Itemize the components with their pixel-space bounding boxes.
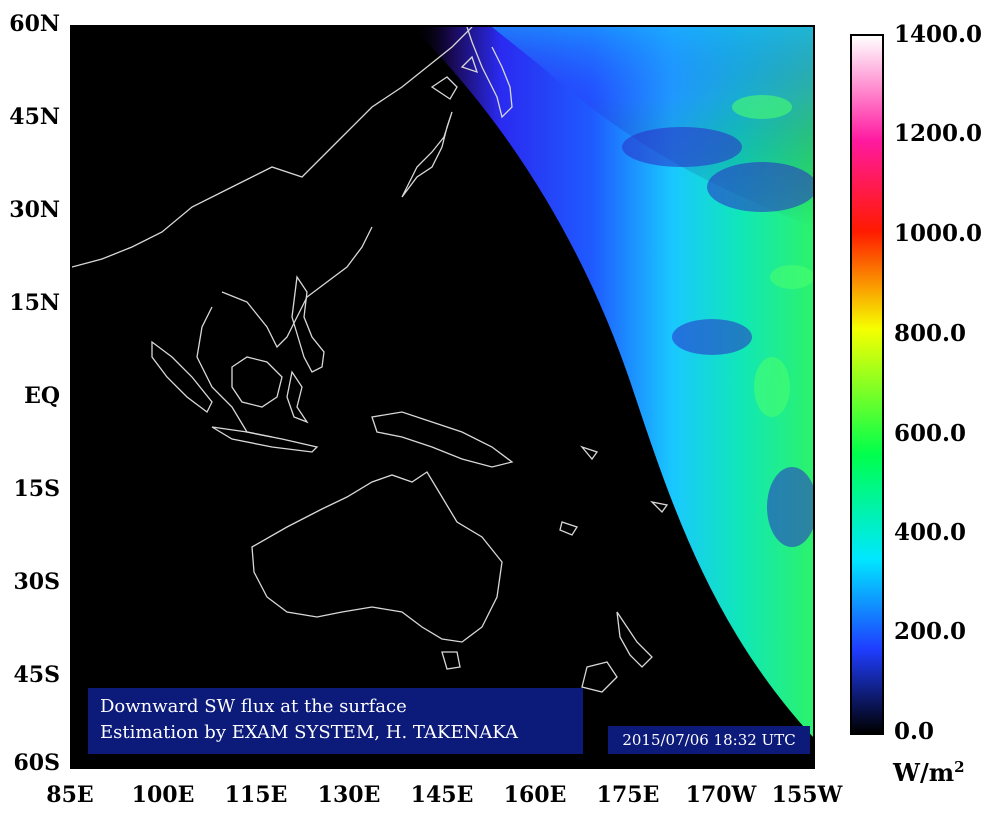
lon-label-85e: 85E xyxy=(46,782,94,808)
unit-base: W/m xyxy=(893,758,955,787)
lat-label-30n: 30N xyxy=(9,197,60,223)
lat-label-60s: 60S xyxy=(13,750,60,776)
flux-map-canvas xyxy=(72,27,813,767)
lat-label-45s: 45S xyxy=(13,662,60,688)
lat-label-eq: EQ xyxy=(24,383,60,409)
flux-map xyxy=(70,25,815,769)
lon-label-100e: 100E xyxy=(131,782,195,808)
bright-patches xyxy=(732,95,813,417)
lon-label-115e: 115E xyxy=(224,782,288,808)
lat-label-30s: 30S xyxy=(13,569,60,595)
colorbar-label-1200: 1200.0 xyxy=(894,120,983,147)
colorbar-label-1400: 1400.0 xyxy=(894,21,983,48)
colorbar-label-400: 400.0 xyxy=(894,519,967,546)
timestamp-box: 2015/07/06 18:32 UTC xyxy=(608,726,810,754)
colorbar-label-800: 800.0 xyxy=(894,320,967,347)
map-title-line2: Estimation by EXAM SYSTEM, H. TAKENAKA xyxy=(100,722,518,743)
colorbar xyxy=(850,34,884,735)
lat-label-15n: 15N xyxy=(9,290,60,316)
lon-label-155w: 155W xyxy=(771,782,843,808)
lon-label-130e: 130E xyxy=(317,782,381,808)
cloud-patches xyxy=(622,127,813,547)
lat-label-15s: 15S xyxy=(13,476,60,502)
map-title-line1: Downward SW flux at the surface xyxy=(100,696,407,717)
lon-label-160e: 160E xyxy=(503,782,567,808)
unit-exponent: 2 xyxy=(954,758,965,776)
colorbar-label-600: 600.0 xyxy=(894,420,967,447)
lon-label-175e: 175E xyxy=(596,782,660,808)
colorbar-label-200: 200.0 xyxy=(894,618,967,645)
map-title-box: Downward SW flux at the surface Estimati… xyxy=(88,688,583,754)
coastlines xyxy=(72,27,669,693)
colorbar-unit: W/m2 xyxy=(893,758,965,787)
lat-label-60n: 60N xyxy=(9,11,60,37)
lon-label-170w: 170W xyxy=(685,782,757,808)
colorbar-label-1000: 1000.0 xyxy=(894,220,983,247)
colorbar-label-0: 0.0 xyxy=(894,718,935,745)
lon-label-145e: 145E xyxy=(410,782,474,808)
lat-label-45n: 45N xyxy=(9,104,60,130)
daylight-region xyxy=(412,27,813,737)
